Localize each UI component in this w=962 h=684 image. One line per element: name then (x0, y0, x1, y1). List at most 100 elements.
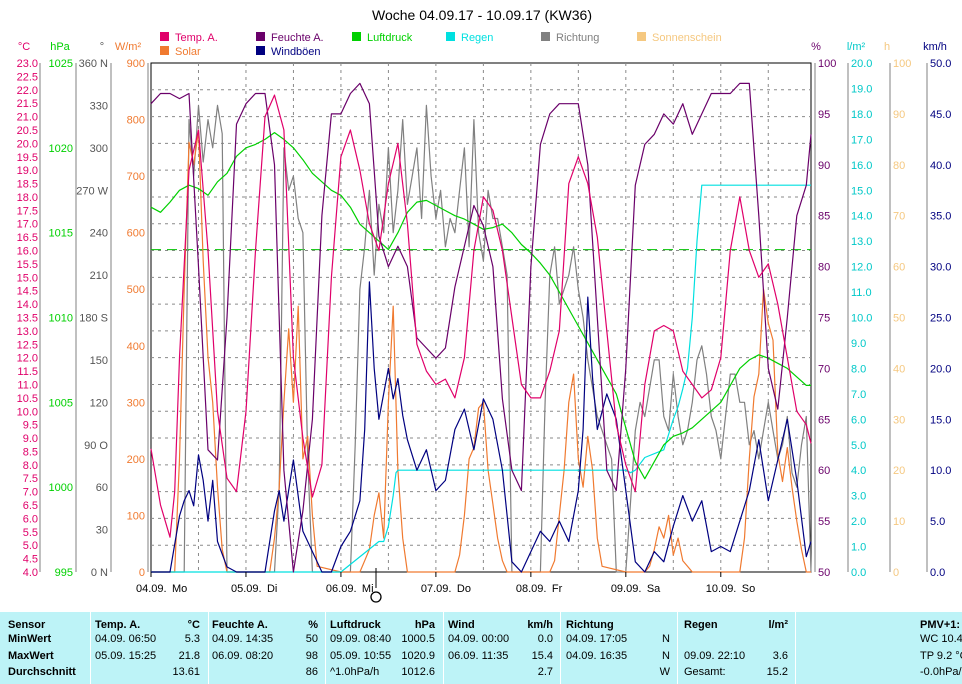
series-line-solar (151, 130, 811, 573)
pressure-min-time: 09.09. 08:40 (330, 633, 392, 645)
rain-max-time: 09.09. 22:10 (684, 650, 746, 662)
stats-header-wind: Wind (448, 619, 475, 631)
solar-tick-label: 600 (127, 228, 145, 240)
temp-tick-label: 17.0 (17, 219, 38, 231)
wind-tick-label: 25.0 (930, 313, 951, 325)
temp-tick-label: 20.0 (17, 138, 38, 150)
stats-unit-pressure: hPa (414, 619, 435, 631)
legend-swatch (160, 32, 169, 41)
pressure-tick-label: 1015 (49, 228, 73, 240)
temp-tick-label: 18.5 (17, 179, 38, 191)
wind-tick-label: 15.0 (930, 414, 951, 426)
solar-tick-label: 500 (127, 284, 145, 296)
pressure-tick-label: 1005 (49, 397, 73, 409)
temp-tick-label: 8.5 (23, 446, 38, 458)
temp-tick-label: 13.0 (17, 326, 38, 338)
legend-swatch (160, 46, 169, 55)
direction-tick-label: 300 (90, 143, 108, 155)
humidity-tick-label: 100 (818, 58, 836, 70)
solar-tick-label: 700 (127, 171, 145, 183)
temp-tick-label: 19.5 (17, 152, 38, 164)
stats-column-separator (443, 612, 444, 684)
temp-tick-label: 11.5 (17, 366, 38, 378)
direction-max-value: N (662, 650, 670, 662)
rain-tick-label: 20.0 (851, 58, 872, 70)
pressure-tick-label: 1010 (49, 313, 73, 325)
chart-series (150, 82, 812, 573)
rain-tick-label: 10.0 (851, 313, 872, 325)
temp-tick-label: 22.0 (17, 85, 38, 97)
legend-swatch (256, 46, 265, 55)
pressure-tick-label: 1025 (49, 58, 73, 70)
x-date-label: 05.09. (231, 583, 262, 595)
temp-tick-label: 4.0 (23, 567, 38, 579)
humidity-tick-label: 80 (818, 262, 830, 274)
x-date-label: 04.09. (136, 583, 167, 595)
rain-tick-label: 18.0 (851, 109, 872, 121)
direction-tick-label: 120 (90, 397, 108, 409)
rain-tick-label: 15.0 (851, 185, 872, 197)
solar-tick-label: 900 (127, 58, 145, 70)
direction-tick-label: 30 (96, 525, 108, 537)
sunshine-tick-label: 40 (893, 363, 905, 375)
sunshine-tick-label: 30 (893, 414, 905, 426)
direction-avg-value: W (659, 666, 670, 678)
x-day-label: Fr (552, 583, 563, 595)
legend-label: Regen (461, 32, 493, 44)
stats-header-temp: Temp. A. (95, 619, 141, 631)
wind-min-value: 0.0 (537, 633, 553, 645)
temp-tick-label: 15.5 (17, 259, 38, 271)
legend-label: Windböen (271, 46, 321, 58)
direction-max-time: 04.09. 16:35 (566, 650, 628, 662)
rain-tick-label: 6.0 (851, 414, 866, 426)
rain-tick-label: 8.0 (851, 363, 866, 375)
humidity-tick-label: 50 (818, 567, 830, 579)
humidity-tick-label: 55 (818, 516, 830, 528)
stats-unit-wind: km/h (527, 619, 553, 631)
stats-header-direction: Richtung (566, 619, 614, 631)
humidity-avg-value: 86 (305, 666, 318, 678)
solar-tick-label: 400 (127, 341, 145, 353)
rain-tick-label: 3.0 (851, 491, 866, 503)
direction-tick-label: 330 (90, 100, 108, 112)
humidity-max-value: 98 (305, 650, 318, 662)
x-date-label: 10.09. (706, 583, 737, 595)
stats-column-separator (677, 612, 678, 684)
series-line-feuchte-a (150, 82, 812, 573)
direction-tick-label: 240 (90, 228, 108, 240)
temp-tick-label: 12.0 (17, 353, 38, 365)
sunshine-tick-label: 10 (893, 516, 905, 528)
legend-label: Sonnenschein (652, 32, 722, 44)
temp-tick-label: 20.5 (17, 125, 38, 137)
wind-min-time: 04.09. 00:00 (448, 633, 510, 645)
pressure-tick-label: 1000 (49, 482, 73, 494)
temp-tick-label: 5.5 (23, 527, 38, 539)
temp-tick-label: 16.5 (17, 232, 38, 244)
legend-swatch (352, 32, 361, 41)
stats-row-label: MinWert (8, 633, 52, 645)
sunshine-tick-label: 100 (893, 58, 911, 70)
stats-row-label: MaxWert (8, 650, 54, 662)
stats-column-separator (208, 612, 209, 684)
direction-tick-label: 0 N (91, 567, 108, 579)
pressure-max-time: 05.09. 10:55 (330, 650, 392, 662)
solar-tick-label: 200 (127, 454, 145, 466)
stats-column-separator (90, 612, 91, 684)
x-day-label: Mi (362, 583, 374, 595)
chart-title: Woche 04.09.17 - 10.09.17 (KW36) (372, 7, 592, 23)
stats-table: Sensor MinWert MaxWert Durchschnitt Temp. A.… (0, 612, 962, 684)
direction-tick-label: 90 O (84, 440, 108, 452)
humidity-tick-label: 85 (818, 211, 830, 223)
rain-max-value: 3.6 (772, 650, 788, 662)
sunshine-tick-label: 50 (893, 313, 905, 325)
legend-label: Luftdruck (367, 32, 413, 44)
rain-tick-label: 9.0 (851, 338, 866, 350)
rain-total-value: 15.2 (766, 666, 788, 678)
stats-unit-temp: °C (187, 619, 200, 631)
rain-tick-label: 11.0 (851, 287, 872, 299)
legend-label: Richtung (556, 32, 599, 44)
pressure-tick-label: 995 (55, 567, 73, 579)
temp-tick-label: 11.0 (17, 379, 38, 391)
wind-tick-label: 20.0 (930, 363, 951, 375)
legend-swatch (446, 32, 455, 41)
